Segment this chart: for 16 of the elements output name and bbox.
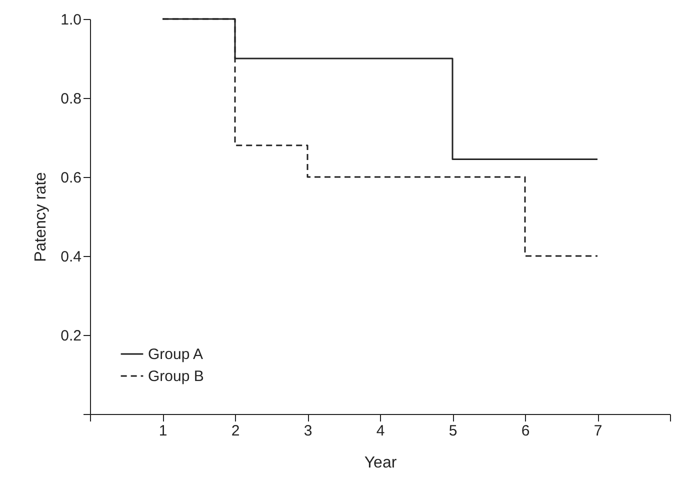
x-tick-label: 3 xyxy=(304,422,312,440)
y-tick-label: 0.8 xyxy=(60,90,82,108)
y-tick-label: 0.4 xyxy=(60,248,82,266)
y-tick-label: 0.6 xyxy=(60,170,82,186)
x-tick-label: 1 xyxy=(158,422,168,440)
x-tick-label: 7 xyxy=(594,422,602,440)
y-tick-label: 0.2 xyxy=(60,328,82,344)
x-tick-label: 2 xyxy=(231,422,240,440)
x-tick-label: 4 xyxy=(376,422,385,440)
y-axis-title: Patency rate xyxy=(32,172,50,262)
x-tick-label: 5 xyxy=(448,422,458,440)
x-axis-title: Year xyxy=(364,454,398,472)
legend-label: Group A xyxy=(148,346,204,363)
y-tick-label: 1.0 xyxy=(60,12,82,28)
x-tick-label: 6 xyxy=(521,422,530,440)
legend-label: Group B xyxy=(148,368,204,385)
